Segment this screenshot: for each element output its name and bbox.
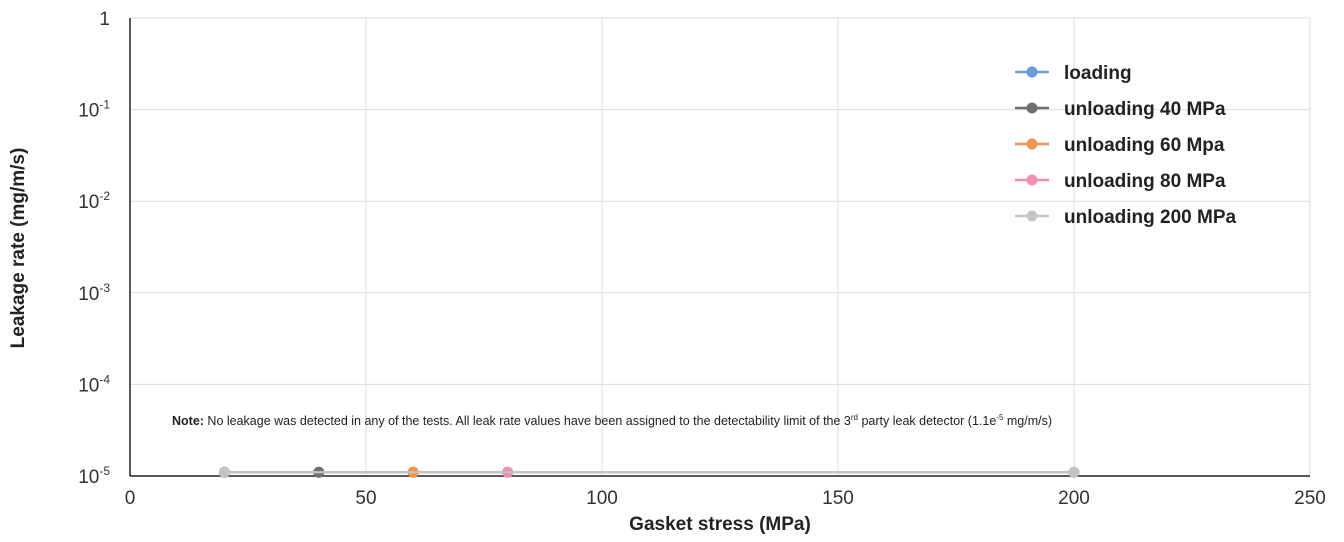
legend-label: loading (1064, 63, 1132, 84)
legend-label: unloading 80 MPa (1064, 171, 1226, 192)
legend-item: unloading 60 Mpa (1015, 135, 1225, 156)
y-axis-title: Leakage rate (mg/m/s) (8, 148, 29, 349)
data-point (218, 466, 230, 478)
y-tick-label: 10-5 (78, 464, 110, 488)
y-tick-label: 10-3 (78, 281, 110, 305)
note-body-3: mg/m/s) (1003, 414, 1052, 428)
legend-marker (1026, 210, 1038, 222)
data-point (1068, 466, 1080, 478)
legend-marker (1026, 174, 1038, 186)
legend-item: unloading 200 MPa (1015, 207, 1237, 228)
legend-label: unloading 40 MPa (1064, 99, 1226, 120)
note-sup-1: rd (851, 413, 858, 422)
x-axis-title: Gasket stress (MPa) (629, 514, 811, 535)
legend: loading unloading 40 MPa unloading 60 Mpa u… (1015, 63, 1237, 228)
legend-marker (1026, 102, 1038, 114)
series (218, 466, 1080, 478)
note-body-2: party leak detector (1.1e (858, 414, 996, 428)
legend-item: unloading 80 MPa (1015, 171, 1226, 192)
x-tick-labels: 0 50 100 150 200 250 (125, 488, 1326, 509)
y-tick-label: 1 (99, 9, 110, 30)
legend-label: unloading 60 Mpa (1064, 135, 1225, 156)
legend-item: unloading 40 MPa (1015, 99, 1226, 120)
x-tick-label: 50 (355, 488, 376, 509)
legend-item: loading (1015, 63, 1132, 84)
note-label: Note: (172, 414, 204, 428)
y-tick-label: 10-2 (78, 189, 110, 213)
y-tick-label: 10-4 (78, 372, 110, 396)
series-unloading-200-mpa (218, 466, 1080, 478)
axes (129, 18, 1310, 477)
note-text: Note: No leakage was detected in any of … (172, 413, 1052, 428)
legend-marker (1026, 138, 1038, 150)
x-tick-label: 100 (586, 488, 618, 509)
x-tick-label: 150 (822, 488, 854, 509)
note-body-1: No leakage was detected in any of the te… (204, 414, 851, 428)
x-tick-label: 250 (1294, 488, 1326, 509)
note-sup-2: -5 (996, 413, 1004, 422)
legend-marker (1026, 66, 1038, 78)
x-tick-label: 200 (1058, 488, 1090, 509)
legend-label: unloading 200 MPa (1064, 207, 1237, 228)
x-tick-label: 0 (125, 488, 136, 509)
y-tick-labels: 1 10-1 10-2 10-3 10-4 10-5 (78, 9, 110, 488)
grid (130, 17, 1311, 476)
y-tick-label: 10-1 (78, 98, 110, 122)
